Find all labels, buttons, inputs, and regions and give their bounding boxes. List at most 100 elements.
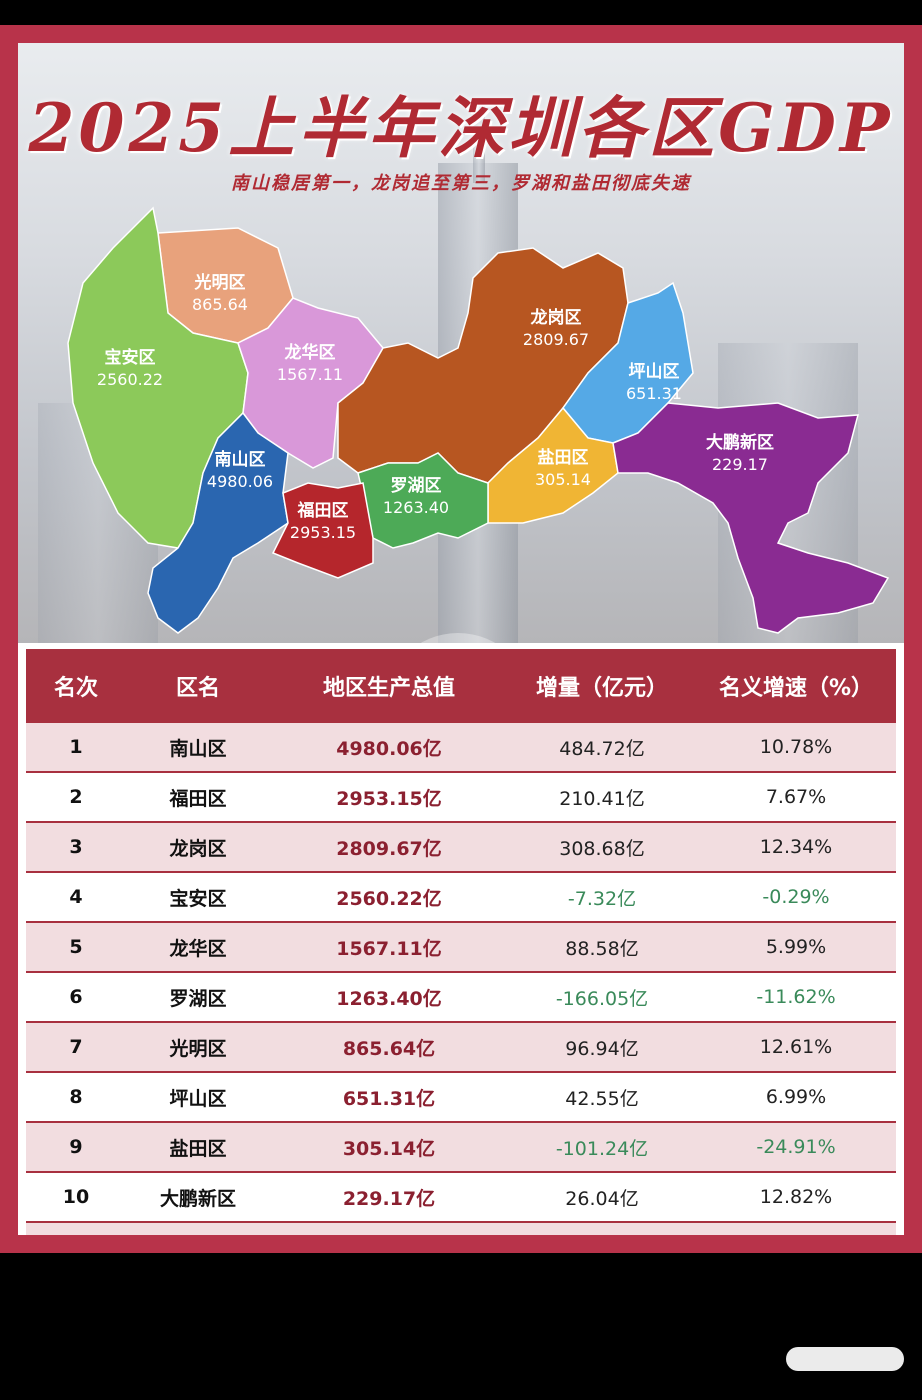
cell-increase: 96.94亿 — [508, 1022, 696, 1073]
cell-gdp: 137.38亿 — [270, 1222, 508, 1235]
table-row: 5 龙华区 1567.11亿 88.58亿 5.99% — [26, 922, 896, 973]
cell-gdp: 1567.11亿 — [270, 922, 508, 973]
poster-card: 2025上半年深圳各区GDP 南山稳居第一，龙岗追至第三，罗湖和盐田彻底失速 光… — [18, 43, 904, 1235]
region-name-label: 光明区 — [194, 272, 246, 293]
region-name-label: 龙岗区 — [530, 307, 582, 328]
header-increase: 增量（亿元） — [508, 649, 696, 723]
region-7 — [612, 402, 890, 634]
region-2 — [237, 297, 384, 469]
cell-district: 宝安区 — [126, 872, 270, 923]
table-row: 3 龙岗区 2809.67亿 308.68亿 12.34% — [26, 822, 896, 873]
cell-district: 龙岗区 — [126, 822, 270, 873]
cell-increase: 308.68亿 — [508, 822, 696, 873]
poster-subtitle: 南山稳居第一，龙岗追至第三，罗湖和盐田彻底失速 — [231, 173, 691, 194]
cell-rank: 9 — [26, 1122, 126, 1173]
table-row: 6 罗湖区 1263.40亿 -166.05亿 -11.62% — [26, 972, 896, 1023]
cell-growth-rate: 7.67% — [696, 772, 896, 823]
cell-growth-rate: -0.29% — [696, 872, 896, 923]
region-8 — [357, 452, 489, 549]
cell-district: 深汕合作区 — [126, 1222, 270, 1235]
cell-increase: 42.55亿 — [508, 1072, 696, 1123]
cell-rank: 7 — [26, 1022, 126, 1073]
table-row: 7 光明区 865.64亿 96.94亿 12.61% — [26, 1022, 896, 1073]
header-name: 区名 — [126, 649, 270, 723]
cell-increase: -166.05亿 — [508, 972, 696, 1023]
cell-rank: 8 — [26, 1072, 126, 1123]
cell-district: 大鹏新区 — [126, 1172, 270, 1223]
region-gdp-label: 305.14 — [535, 470, 591, 489]
region-9 — [271, 482, 374, 579]
region-name-label: 大鹏新区 — [706, 432, 774, 453]
cell-gdp: 2560.22亿 — [270, 872, 508, 923]
table-row: 4 宝安区 2560.22亿 -7.32亿 -0.29% — [26, 872, 896, 923]
cell-rank: 1 — [26, 723, 126, 773]
cell-growth-rate: 5.99% — [696, 922, 896, 973]
cell-district: 坪山区 — [126, 1072, 270, 1123]
cell-growth-rate: 12.61% — [696, 1022, 896, 1073]
region-5 — [147, 411, 289, 634]
cell-gdp: 4980.06亿 — [270, 723, 508, 773]
cell-district: 光明区 — [126, 1022, 270, 1073]
table-row: 10 大鹏新区 229.17亿 26.04亿 12.82% — [26, 1172, 896, 1223]
cell-increase: -7.32亿 — [508, 872, 696, 923]
cell-rank: 11 — [26, 1222, 126, 1235]
header-rank: 名次 — [26, 649, 126, 723]
table-header-row: 名次 区名 地区生产总值 增量（亿元） 名义增速（%） — [26, 649, 896, 723]
cell-gdp: 1263.40亿 — [270, 972, 508, 1023]
region-name-label: 罗湖区 — [391, 476, 442, 496]
cell-gdp: 2953.15亿 — [270, 772, 508, 823]
header-growth-rate: 名义增速（%） — [696, 649, 896, 723]
cell-district: 龙华区 — [126, 922, 270, 973]
region-gdp-label: 229.17 — [712, 455, 768, 474]
gdp-ranking-table: 名次 区名 地区生产总值 增量（亿元） 名义增速（%） 1 南山区 4980.06亿… — [26, 649, 896, 1235]
table-row: 1 南山区 4980.06亿 484.72亿 10.78% — [26, 723, 896, 773]
cell-increase: 210.41亿 — [508, 772, 696, 823]
cell-increase: -101.24亿 — [508, 1122, 696, 1173]
cell-district: 盐田区 — [126, 1122, 270, 1173]
region-gdp-label: 1263.40 — [383, 498, 449, 517]
region-gdp-label: 2953.15 — [290, 523, 356, 542]
cell-increase: 484.72亿 — [508, 723, 696, 773]
region-gdp-label: 865.64 — [192, 295, 248, 314]
region-name-label: 坪山区 — [629, 362, 680, 382]
cell-rank: 2 — [26, 772, 126, 823]
region-gdp-label: 4980.06 — [207, 472, 273, 491]
region-gdp-label: 1567.11 — [277, 365, 343, 384]
cell-increase: 26.04亿 — [508, 1172, 696, 1223]
region-gdp-label: 2809.67 — [523, 330, 589, 349]
region-name-label: 宝安区 — [105, 347, 156, 368]
table-row: 2 福田区 2953.15亿 210.41亿 7.67% — [26, 772, 896, 823]
watermark-badge — [786, 1347, 904, 1371]
poster-title: 2025上半年深圳各区GDP — [28, 89, 894, 167]
cell-gdp: 865.64亿 — [270, 1022, 508, 1073]
table-row: 11深汕合作区137.38亿36.73亿36.49% — [26, 1222, 896, 1235]
region-gdp-label: 651.31 — [626, 384, 682, 403]
header-gdp: 地区生产总值 — [270, 649, 508, 723]
cell-district: 南山区 — [126, 723, 270, 773]
cell-gdp: 229.17亿 — [270, 1172, 508, 1223]
region-name-label: 南山区 — [215, 449, 266, 470]
cell-rank: 4 — [26, 872, 126, 923]
cell-rank: 5 — [26, 922, 126, 973]
cell-growth-rate: 12.82% — [696, 1172, 896, 1223]
region-gdp-label: 2560.22 — [97, 370, 163, 389]
cell-rank: 3 — [26, 822, 126, 873]
cell-increase: 36.73亿 — [508, 1222, 696, 1235]
region-6 — [487, 406, 619, 524]
shenzhen-district-map: 光明区 865.64 宝安区 2560.22 龙华区 1567.11 龙岗区 2809.67 坪… — [67, 206, 890, 634]
cell-rank: 6 — [26, 972, 126, 1023]
region-name-label: 盐田区 — [538, 447, 589, 468]
cell-growth-rate: 36.49% — [696, 1222, 896, 1235]
cell-growth-rate: -11.62% — [696, 972, 896, 1023]
cell-gdp: 2809.67亿 — [270, 822, 508, 873]
table-row: 9 盐田区 305.14亿 -101.24亿 -24.91% — [26, 1122, 896, 1173]
cell-district: 福田区 — [126, 772, 270, 823]
cell-district: 罗湖区 — [126, 972, 270, 1023]
cell-growth-rate: 10.78% — [696, 723, 896, 773]
cell-growth-rate: 6.99% — [696, 1072, 896, 1123]
cell-gdp: 305.14亿 — [270, 1122, 508, 1173]
poster-frame: 2025上半年深圳各区GDP 南山稳居第一，龙岗追至第三，罗湖和盐田彻底失速 光… — [0, 25, 922, 1253]
region-name-label: 龙华区 — [284, 342, 336, 363]
cell-increase: 88.58亿 — [508, 922, 696, 973]
cell-rank: 10 — [26, 1172, 126, 1223]
